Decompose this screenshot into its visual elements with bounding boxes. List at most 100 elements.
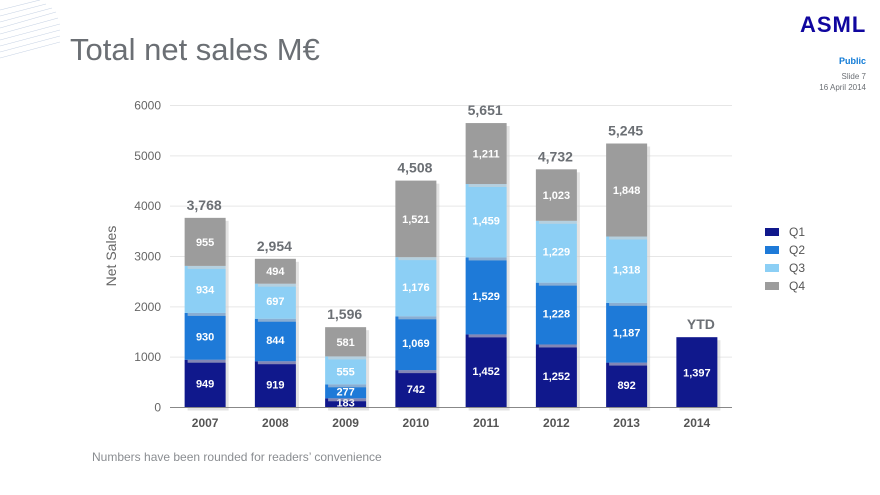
legend-swatch (765, 264, 779, 272)
bar-segment-q4 (606, 143, 648, 237)
bar-segment-q1 (606, 362, 648, 408)
bar-segment-q2 (606, 302, 648, 363)
data-label: 1,529 (472, 291, 500, 303)
data-label: 1,252 (543, 371, 571, 383)
legend-item-q4: Q4 (765, 277, 805, 295)
total-label: 4,732 (538, 148, 573, 164)
y-tick-label: 4000 (134, 199, 161, 213)
total-label: 1,596 (327, 306, 362, 322)
data-label: 844 (266, 335, 285, 347)
data-label: 277 (336, 386, 354, 398)
data-label: 581 (336, 337, 354, 349)
y-axis-label: Net Sales (103, 226, 119, 287)
bar-segment-q2 (395, 316, 437, 371)
legend-swatch (765, 282, 779, 290)
data-label: 1,521 (402, 214, 430, 226)
bar-segment-q3 (606, 236, 648, 303)
data-label: 1,187 (613, 328, 641, 340)
chart-legend: Q1 Q2 Q3 Q4 (765, 223, 805, 295)
bar-segment-q1 (254, 361, 296, 408)
total-label: YTD (687, 316, 715, 332)
x-tick-label: 2007 (192, 416, 219, 430)
x-tick-label: 2014 (684, 416, 711, 430)
page-title: Total net sales M€ (70, 32, 320, 67)
bar-segment-q3 (395, 257, 437, 317)
x-tick-label: 2011 (473, 416, 499, 430)
total-label: 5,651 (468, 102, 503, 118)
data-label: 697 (266, 296, 284, 308)
data-label: 1,848 (613, 185, 641, 197)
data-label: 955 (196, 237, 214, 249)
data-label: 930 (196, 331, 214, 343)
bar-segment-q4 (254, 258, 296, 284)
bar-segment-q1 (325, 398, 367, 408)
data-label: 1,397 (683, 367, 711, 379)
slide-number: Slide 7 (841, 72, 866, 81)
footnote: Numbers have been rounded for readers’ c… (92, 450, 382, 464)
bar-segment-q2 (184, 312, 226, 360)
bar-segment-q3 (535, 220, 577, 283)
legend-label: Q3 (789, 261, 806, 275)
bar-segment-q4 (395, 180, 437, 258)
y-tick-label: 6000 (134, 99, 161, 113)
total-label: 2,954 (257, 238, 292, 254)
data-label: 1,229 (543, 247, 571, 259)
data-label: 1,211 (473, 149, 500, 161)
bar-segment-q3 (325, 356, 367, 385)
bar-segment-q2 (254, 318, 296, 362)
legend-item-q2: Q2 (765, 241, 805, 259)
y-tick-label: 0 (154, 401, 161, 415)
data-label: 1,452 (472, 366, 500, 378)
bar-segment-q4 (184, 217, 226, 266)
data-label: 494 (266, 266, 285, 278)
data-label: 1,228 (543, 309, 571, 321)
total-label: 4,508 (397, 160, 432, 176)
x-tick-label: 2010 (403, 416, 430, 430)
data-label: 949 (196, 379, 214, 391)
bar-segment-q4 (535, 169, 577, 221)
bar-segment-q4 (325, 327, 367, 357)
bar-segment-q2 (535, 282, 577, 345)
total-label: 3,768 (187, 197, 222, 213)
bar-segment-q1 (395, 370, 437, 408)
x-tick-label: 2013 (613, 416, 640, 430)
bar-segment-q1 (465, 334, 507, 408)
bar-segment-q3 (184, 265, 226, 313)
bar-segment-q1 (676, 337, 718, 408)
y-tick-label: 3000 (134, 250, 161, 264)
x-tick-label: 2009 (332, 416, 359, 430)
bar-segment-q2 (325, 384, 367, 399)
slide-date: 16 April 2014 (819, 83, 866, 92)
data-label: 919 (266, 379, 284, 391)
legend-label: Q1 (789, 225, 806, 239)
legend-swatch (765, 246, 779, 254)
legend-swatch (765, 228, 779, 236)
bar-segment-q1 (535, 344, 577, 408)
data-label: 934 (196, 284, 215, 296)
legend-item-q3: Q3 (765, 259, 805, 277)
legend-item-q1: Q1 (765, 223, 805, 241)
legend-label: Q4 (789, 279, 806, 293)
data-label: 742 (407, 384, 425, 396)
data-label: 1,459 (472, 216, 500, 228)
bar-segment-q3 (254, 283, 296, 319)
data-label: 1,176 (402, 282, 430, 294)
classification-label: Public (838, 56, 866, 66)
bar-segment-q4 (465, 123, 507, 185)
x-tick-label: 2008 (262, 416, 289, 430)
legend-label: Q2 (789, 243, 806, 257)
y-tick-label: 2000 (134, 300, 161, 314)
data-label: 1,069 (402, 338, 430, 350)
x-tick-label: 2012 (543, 416, 570, 430)
data-label: 1,318 (613, 265, 641, 277)
decorative-corner-lines (0, 0, 60, 59)
data-label: 892 (617, 380, 635, 392)
bar-segment-q2 (465, 257, 507, 335)
bar-segment-q3 (465, 184, 507, 258)
total-label: 5,245 (608, 123, 643, 139)
company-logo: ASML (800, 12, 867, 37)
bar-segment-q1 (184, 359, 226, 408)
data-label: 1,023 (543, 190, 571, 202)
y-tick-label: 1000 (134, 350, 161, 364)
